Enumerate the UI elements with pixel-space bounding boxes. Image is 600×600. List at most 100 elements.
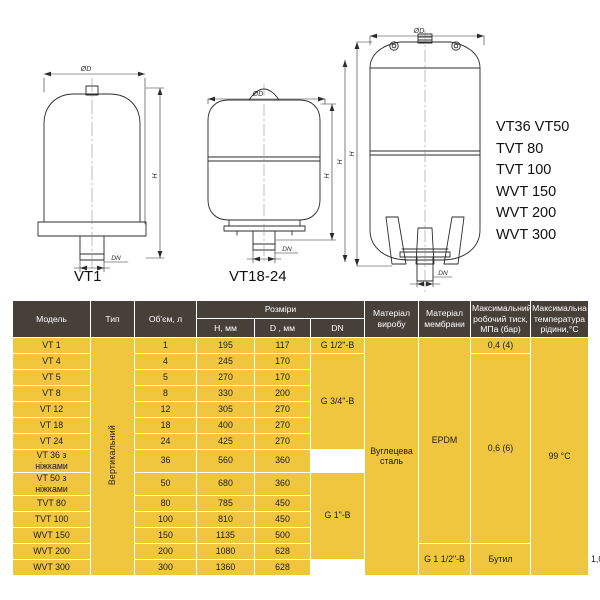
vt1824-dn-label: DN: [282, 246, 292, 253]
table-row: WVT 150 150 1135 500: [12, 526, 589, 544]
cell-max-temperature: 99 °C: [530, 336, 590, 576]
cell-model-line2: ніжками: [35, 483, 68, 494]
cell-model: WVT 300: [12, 558, 91, 576]
drawing-vt1: ØD H DN: [37, 66, 165, 273]
model-list-item: WVT 150: [496, 183, 557, 200]
cell-diameter: 450: [254, 510, 311, 528]
th-product-material-line2: виробу: [377, 318, 406, 329]
table-header: Модель Тип Об'єм, л Розміри Матеріал вир…: [12, 299, 590, 338]
cell-type: Вертикальний: [90, 336, 135, 576]
cell-height: 400: [196, 416, 255, 434]
cell-volume: 1: [134, 336, 197, 354]
cell-model-line2: ніжками: [35, 460, 68, 471]
cell-height: 305: [196, 400, 255, 418]
model-list-item: WVT 300: [496, 226, 557, 243]
th-type: Тип: [90, 300, 135, 338]
drawing-large-tank: ØD H DN: [349, 28, 485, 292]
th-dn: DN: [309, 318, 366, 338]
cell-model: VT 4: [12, 352, 91, 370]
cell-height: 1360: [196, 558, 255, 576]
cell-product-material-line1: Вуглецева: [370, 445, 413, 456]
th-max-temperature: Максимальна температура рідини,°C: [530, 300, 590, 338]
cell-volume: 200: [134, 542, 197, 560]
cell-model: VT 50 з ніжками: [12, 471, 91, 496]
table-row: VT 1 Вертикальний 1 195 117 G 1/2"-B Вуг…: [12, 336, 590, 576]
cell-height: 810: [196, 510, 255, 528]
cell-product-material: Вуглецева сталь: [364, 336, 420, 576]
model-list-item: TVT 100: [496, 162, 552, 178]
cell-height: 195: [196, 336, 255, 354]
th-max-pressure-line1: Максимальний: [472, 303, 532, 313]
cell-membrane-material: Бутил: [470, 542, 532, 576]
cell-volume: 80: [134, 494, 197, 512]
drawing-caption-vt1: VT1: [74, 268, 102, 285]
th-membrane-material-line2: мембрани: [424, 318, 465, 329]
cell-max-pressure: 0,4 (4): [470, 336, 532, 354]
cell-height: 560: [196, 448, 255, 473]
cell-diameter: 200: [254, 384, 311, 402]
vt1824-diameter-label: ØD: [252, 91, 264, 98]
th-model: Модель: [12, 300, 91, 338]
cell-height: 330: [196, 384, 255, 402]
model-list: VT36 VT50 TVT 80 TVT 100 WVT 150 WVT 200…: [496, 117, 600, 246]
drawing-vt18-24: ØD H H: [207, 59, 348, 264]
cell-dn: G 1/2"-B: [309, 336, 366, 354]
cell-volume: 4: [134, 352, 197, 370]
cell-height: 680: [196, 471, 255, 496]
table-row: WVT 300 300 1360 628: [12, 558, 589, 576]
cell-height: 425: [196, 432, 255, 450]
cell-max-pressure: 0,6 (6): [470, 352, 532, 544]
large-tank-diameter-label: ØD: [413, 28, 425, 35]
th-product-material-line1: Матеріал: [373, 308, 410, 319]
cell-height: 1080: [196, 542, 255, 560]
cell-diameter: 628: [254, 542, 311, 560]
cell-volume: 150: [134, 526, 197, 544]
cell-volume: 36: [134, 448, 197, 473]
table-row: WVT 200 200 1080 628 G 1 1/2"-B Бутил 1,…: [12, 542, 600, 576]
cell-dn: G 1"-B: [309, 471, 366, 560]
table-row: VT 50 з ніжками 50 680 360 G 1"-B: [12, 471, 589, 560]
cell-height: 785: [196, 494, 255, 512]
model-list-item: TVT 80: [496, 140, 544, 157]
large-tank-dn-label: DN: [438, 270, 448, 277]
cell-diameter: 170: [254, 352, 311, 370]
table-header-row-1: Модель Тип Об'єм, л Розміри Матеріал вир…: [12, 299, 590, 338]
th-max-pressure-line3: МПа (бар): [480, 324, 521, 334]
table-header-row-2: H, мм D , мм DN: [13, 318, 589, 338]
model-list-item: WVT 200: [496, 205, 557, 221]
cell-height: 270: [196, 368, 255, 386]
cell-model: TVT 80: [12, 494, 91, 512]
cell-model: VT 24: [12, 432, 91, 450]
cell-model-line1: VT 50 з: [36, 472, 67, 483]
cell-membrane-material: EPDM: [418, 336, 472, 544]
drawing-caption-vt18-24: VT18-24: [229, 268, 287, 285]
cell-model: VT 8: [12, 384, 91, 402]
cell-model: WVT 150: [12, 526, 91, 544]
table-row: TVT 100 100 810 450: [12, 510, 589, 528]
cell-model: VT 5: [12, 368, 91, 386]
th-product-material: Матеріал виробу: [364, 300, 420, 338]
vt1824-height-outer-label: H: [337, 159, 344, 165]
table-row: VT 18 18 400 270: [12, 416, 589, 434]
cell-diameter: 500: [254, 526, 311, 544]
cell-product-material-line2: сталь: [380, 456, 403, 466]
th-height-mm: H, мм: [196, 318, 255, 338]
cell-model: VT 1: [12, 336, 91, 354]
large-tank-height-label: H: [349, 151, 356, 157]
th-max-pressure: Максимальний робочий тиск, МПа (бар): [470, 300, 532, 338]
cell-dn: G 1 1/2"-B: [418, 542, 472, 576]
cell-dn: G 3/4"-B: [309, 352, 366, 450]
model-list-item: VT36 VT50: [496, 119, 570, 135]
cell-height: 245: [196, 352, 255, 370]
cell-diameter: 270: [254, 416, 311, 434]
cell-model: VT 36 з ніжками: [12, 448, 91, 473]
table-body: VT 1 Вертикальний 1 195 117 G 1/2"-B Вуг…: [12, 336, 600, 576]
th-diameter-mm: D , мм: [254, 318, 311, 338]
technical-drawings-panel: ØD H DN: [0, 0, 600, 292]
cell-volume: 5: [134, 368, 197, 386]
cell-model: TVT 100: [12, 510, 91, 528]
th-max-temperature-line2: температура: [533, 313, 586, 324]
cell-diameter: 450: [254, 494, 311, 512]
cell-height: 1135: [196, 526, 255, 544]
cell-model: VT 12: [12, 400, 91, 418]
